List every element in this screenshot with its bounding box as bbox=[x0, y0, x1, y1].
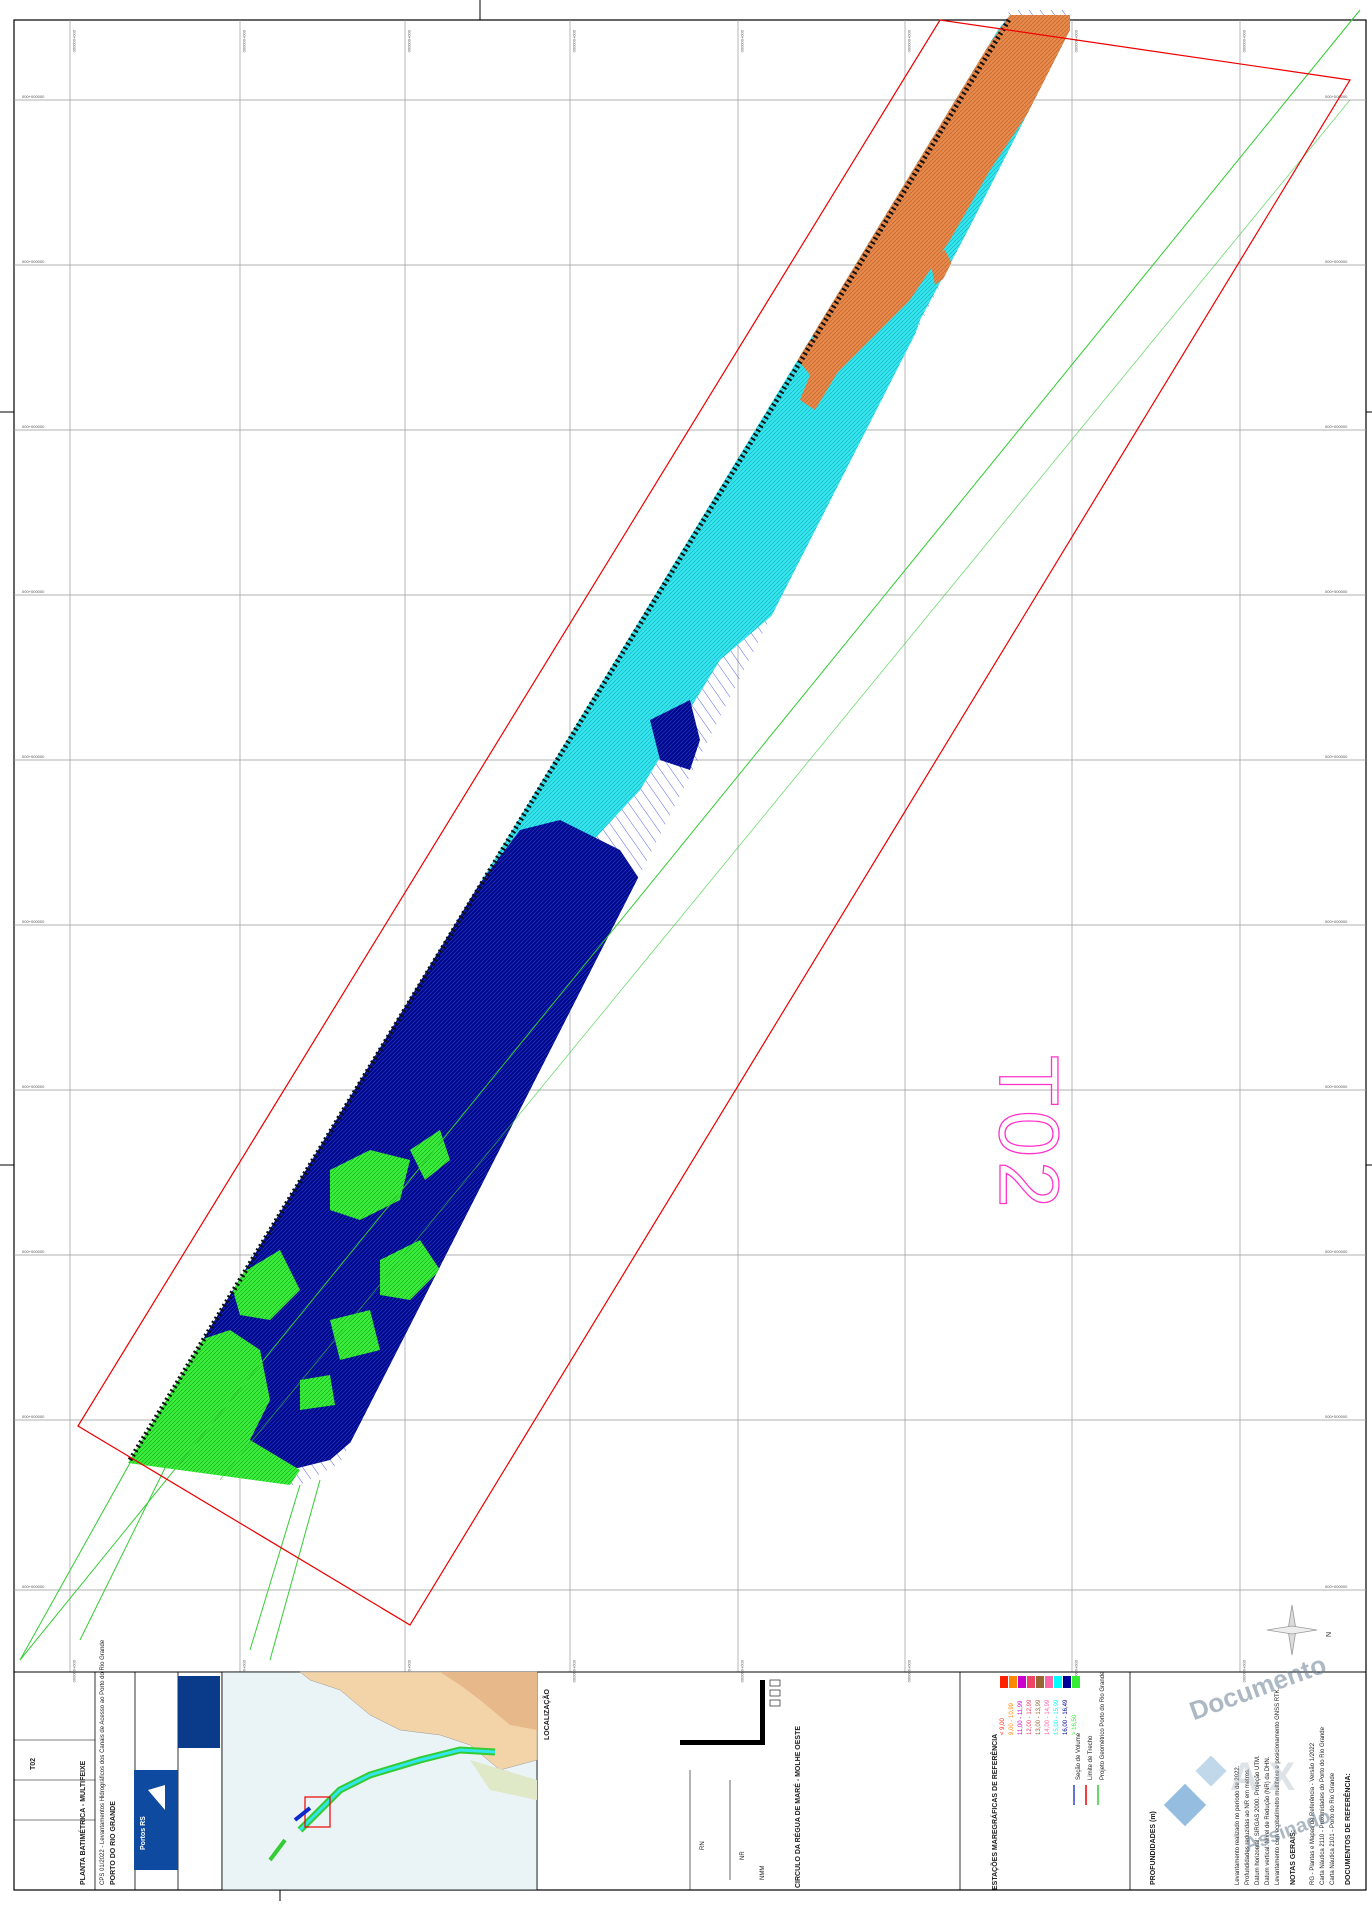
grid-easting-label: 000+000000 bbox=[1074, 30, 1079, 53]
sheet-label-t02: T02 bbox=[982, 1055, 1076, 1212]
legend-range-label: 15,00 - 15,99 bbox=[1054, 1699, 1060, 1735]
grid-easting-label: 000+000000 bbox=[1242, 30, 1247, 53]
watermark-stamp: Documento Assinado A X bbox=[1163, 1649, 1333, 1857]
grid-northing-label: 000+000000 bbox=[22, 1249, 45, 1254]
grid-easting-label: 000+000000 bbox=[740, 30, 745, 53]
grid-easting-label: 000+000000 bbox=[1074, 1660, 1079, 1683]
tide-heading: CIRCULO DA RÉGUA DE MARÉ - MOLHE OESTE bbox=[795, 1725, 802, 1888]
tide-label-nmm: NMM bbox=[760, 1865, 766, 1880]
location-heading: LOCALIZAÇÃO bbox=[544, 1689, 551, 1740]
grid-easting-label: 000+000000 bbox=[242, 1660, 247, 1683]
grid-easting-label: 000+000000 bbox=[907, 30, 912, 53]
tide-label-rn: RN bbox=[700, 1841, 706, 1850]
legend-line-label-3: Seção de Volume bbox=[1076, 1732, 1082, 1780]
grid-easting-label: 000+000000 bbox=[407, 1660, 412, 1683]
legend-range-label: 16,00 - 16,49 bbox=[1063, 1699, 1069, 1735]
grid-easting-label: 000+000000 bbox=[740, 1660, 745, 1683]
grid-northing-label: 000+000000 bbox=[1325, 919, 1348, 924]
grid-northing-label: 000+000000 bbox=[1325, 754, 1348, 759]
grid-northing-label: 000+000000 bbox=[22, 919, 45, 924]
legend-range-label: 13,00 - 13,99 bbox=[1036, 1699, 1042, 1735]
grid-easting-label: 000+000000 bbox=[72, 30, 77, 53]
svg-text:Assinado: Assinado bbox=[1241, 1805, 1333, 1856]
section-limit bbox=[77, 19, 1351, 1626]
grid-easting-label: 000+000000 bbox=[72, 1660, 77, 1683]
tide-label-nr: NR bbox=[740, 1851, 746, 1860]
grid-northing-label: 000+000000 bbox=[1325, 259, 1348, 264]
grid-northing-label: 000+000000 bbox=[22, 1584, 45, 1589]
zone-green-2 bbox=[330, 1150, 410, 1220]
grid-northing-label: 000+000000 bbox=[22, 94, 45, 99]
grid-northing-label: 000+000000 bbox=[1325, 1414, 1348, 1419]
client-name: Portos RS bbox=[140, 1816, 147, 1850]
zone-green-5 bbox=[330, 1310, 380, 1360]
grid-northing-label: 000+000000 bbox=[1325, 1249, 1348, 1254]
grid-easting-label: 000+000000 bbox=[572, 30, 577, 53]
grid-northing-label: 000+000000 bbox=[1325, 1084, 1348, 1089]
zone-orange-3 bbox=[930, 250, 955, 285]
grid-northing-label: 000+000000 bbox=[1325, 1584, 1348, 1589]
grid-northing-label: 000+000000 bbox=[22, 259, 45, 264]
grid-easting-label: 000+000000 bbox=[242, 30, 247, 53]
legend-range-label: 12,00 - 12,99 bbox=[1027, 1699, 1033, 1735]
grid-northing-label: 000+000000 bbox=[1325, 94, 1348, 99]
zone-green-4 bbox=[380, 1240, 440, 1300]
legend-range-label: > 16,50 bbox=[1072, 1714, 1078, 1735]
grid-easting-label: 000+000000 bbox=[907, 1660, 912, 1683]
svg-text:A X: A X bbox=[1230, 1755, 1296, 1799]
design-line-1 bbox=[19, 9, 1361, 1661]
zone-orange-2 bbox=[790, 330, 845, 410]
stations-heading: ESTAÇÕES MAREGRÁFICAS DE REFERÊNCIA bbox=[992, 1733, 999, 1890]
sheet-number: T02 bbox=[30, 1757, 37, 1770]
legend-range-label: 14,00 - 14,99 bbox=[1045, 1699, 1051, 1735]
project-description: CPS 01/2022 - Levantamentos Hidrográfico… bbox=[100, 1639, 106, 1885]
legend-line-label-2: Limite de Trecho bbox=[1088, 1735, 1094, 1780]
zone-orange bbox=[790, 15, 1070, 380]
legend-line-label-1: Projeto Geométrico Porto do Rio Grande bbox=[1100, 1671, 1106, 1780]
grid-northing-label: 000+000000 bbox=[22, 589, 45, 594]
company-sub: Consultoria e Hidrografia bbox=[196, 1803, 202, 1870]
svg-text:Documento: Documento bbox=[1185, 1649, 1330, 1726]
zone-green-6 bbox=[300, 1375, 335, 1410]
grid-northing-label: 000+000000 bbox=[1325, 589, 1348, 594]
grid-northing-label: 000+000000 bbox=[22, 754, 45, 759]
company-name: SPECTRAH bbox=[180, 1836, 186, 1870]
grid-easting-label: 000+000000 bbox=[572, 1660, 577, 1683]
drawing-title: PLANTA BATIMÉTRICA - MULTIFEIXE bbox=[80, 1760, 87, 1885]
grid-northing-label: 000+000000 bbox=[22, 1084, 45, 1089]
grid-easting-label: 000+000000 bbox=[407, 30, 412, 53]
north-label: N bbox=[1326, 1631, 1333, 1637]
zone-green-3 bbox=[230, 1250, 300, 1320]
grid-northing-label: 000+000000 bbox=[22, 1414, 45, 1419]
north-arrow-icon bbox=[1266, 1604, 1318, 1656]
zone-navy-2 bbox=[650, 700, 700, 770]
edge-markers bbox=[127, 16, 1013, 1462]
project-name: PORTO DO RIO GRANDE bbox=[110, 1801, 117, 1885]
grid-northing-label: 000+000000 bbox=[1325, 424, 1348, 429]
legend-range-label: 11,00 - 11,99 bbox=[1018, 1700, 1024, 1735]
legend-range-label: < 9,00 bbox=[1000, 1718, 1006, 1735]
grid-northing-label: 000+000000 bbox=[22, 424, 45, 429]
sounding-zones bbox=[128, 10, 1070, 1485]
legend-range-label: 9,00 - 10,99 bbox=[1009, 1702, 1015, 1735]
drawing-frame bbox=[13, 19, 1367, 1891]
